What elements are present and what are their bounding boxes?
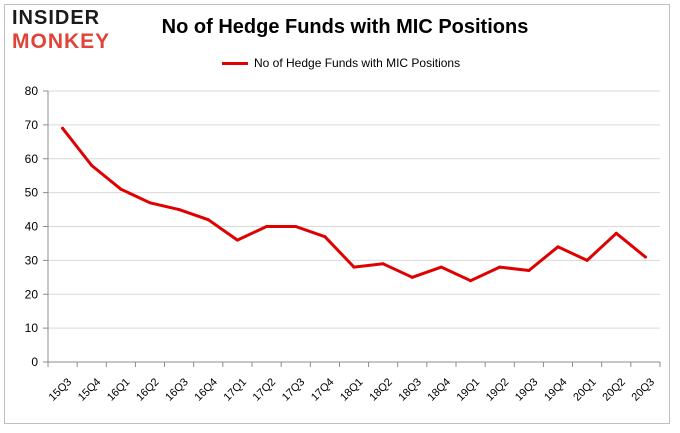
data-point-17Q1 <box>235 238 239 242</box>
data-point-19Q2 <box>498 265 502 269</box>
data-point-15Q4 <box>90 164 94 168</box>
y-tick-label-10: 10 <box>25 321 39 335</box>
data-point-16Q2 <box>148 201 152 205</box>
y-tick-label-20: 20 <box>25 287 39 301</box>
data-point-16Q3 <box>177 208 181 212</box>
data-point-20Q2 <box>614 231 618 235</box>
logo-word-insider: INSIDER <box>12 7 101 29</box>
data-point-18Q1 <box>352 265 356 269</box>
data-point-17Q2 <box>265 225 269 228</box>
x-tick-labels: 15Q3 15Q4 16Q1 16Q2 16Q3 16Q4 17Q1 17Q2 17Q3 17Q4… <box>47 376 657 404</box>
data-point-15Q3 <box>61 126 65 130</box>
legend-label: No of Hedge Funds with MIC Positions <box>254 56 461 70</box>
chart-title: No of Hedge Funds with MIC Positions <box>161 16 529 38</box>
series-lines <box>61 126 647 283</box>
axes <box>43 90 661 367</box>
x-tick-label-16Q3: 16Q3 <box>163 376 191 404</box>
x-tick-label-18Q1: 18Q1 <box>338 376 366 404</box>
x-tick-label-20Q3: 20Q3 <box>630 376 658 404</box>
data-point-18Q2 <box>381 262 385 266</box>
legend-swatch <box>222 61 248 65</box>
y-tick-label-80: 80 <box>25 84 39 98</box>
y-tick-label-60: 60 <box>25 152 39 166</box>
data-point-18Q4 <box>439 265 443 269</box>
y-tick-label-70: 70 <box>25 118 39 132</box>
data-point-18Q3 <box>410 275 414 279</box>
data-point-19Q3 <box>527 269 531 273</box>
chart-frame <box>4 4 670 424</box>
y-tick-label-30: 30 <box>25 253 39 267</box>
gridlines <box>48 90 660 329</box>
x-tick-label-17Q4: 17Q4 <box>309 376 337 404</box>
x-tick-label-20Q1: 20Q1 <box>571 376 599 404</box>
y-tick-labels: 0 10 20 30 40 50 60 70 80 <box>25 84 39 369</box>
data-point-17Q3 <box>294 225 298 228</box>
logo-word-monkey: MONKEY <box>12 30 111 53</box>
x-tick-label-18Q2: 18Q2 <box>367 376 395 404</box>
x-tick-label-16Q2: 16Q2 <box>134 376 162 404</box>
x-tick-label-18Q3: 18Q3 <box>396 376 424 404</box>
x-tick-label-19Q2: 19Q2 <box>484 376 512 404</box>
y-tick-label-50: 50 <box>25 186 39 200</box>
data-point-20Q3 <box>643 255 647 259</box>
x-tick-label-16Q4: 16Q4 <box>192 376 220 404</box>
chart-legend: No of Hedge Funds with MIC Positions <box>222 55 460 71</box>
series-line-0 <box>61 126 647 283</box>
y-tick-label-0: 0 <box>31 355 38 369</box>
data-point-16Q4 <box>206 218 210 222</box>
data-point-19Q4 <box>556 245 560 249</box>
x-tick-label-19Q4: 19Q4 <box>542 376 570 404</box>
x-tick-label-20Q2: 20Q2 <box>600 376 628 404</box>
y-tick-label-40: 40 <box>25 220 39 234</box>
data-point-17Q4 <box>323 235 327 239</box>
x-tick-label-19Q3: 19Q3 <box>513 376 541 404</box>
data-point-19Q1 <box>469 279 473 283</box>
x-tick-label-17Q3: 17Q3 <box>280 376 308 404</box>
x-tick-label-19Q1: 19Q1 <box>455 376 483 404</box>
x-tick-label-16Q1: 16Q1 <box>105 376 133 404</box>
x-tick-label-15Q4: 15Q4 <box>76 376 104 404</box>
x-tick-label-17Q1: 17Q1 <box>222 376 250 404</box>
x-tick-label-18Q4: 18Q4 <box>426 376 454 404</box>
x-tick-label-17Q2: 17Q2 <box>251 376 279 404</box>
data-point-16Q1 <box>119 187 123 191</box>
data-point-20Q1 <box>585 258 589 262</box>
insider-monkey-logo: INSIDER MONKEY <box>12 8 124 54</box>
x-tick-label-15Q3: 15Q3 <box>47 376 75 404</box>
